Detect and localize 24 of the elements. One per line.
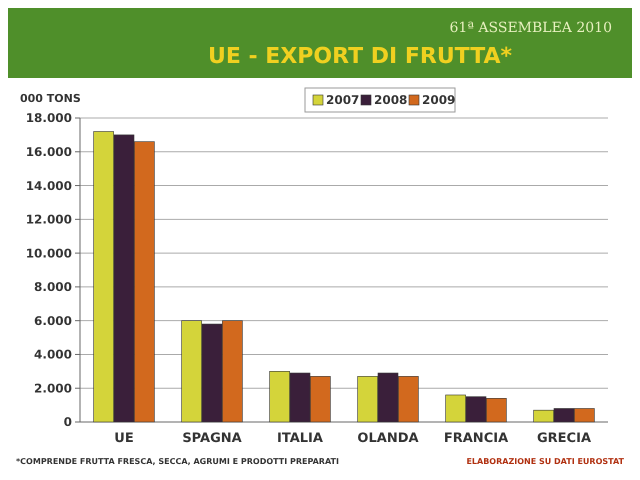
y-axis-title: 000 TONS: [20, 92, 81, 105]
y-tick-label: 0: [64, 415, 72, 430]
y-tick-label: 2.000: [34, 381, 72, 396]
y-tick-label: 8.000: [34, 280, 72, 294]
y-tick-label: 10.000: [26, 246, 72, 260]
x-tick-label: OLANDA: [357, 431, 419, 446]
chart-title: UE - EXPORT DI FRUTTA*: [208, 44, 513, 69]
chart-subtitle: 61ª ASSEMBLEA 2010: [449, 20, 612, 36]
x-tick-label: FRANCIA: [444, 431, 508, 446]
y-tick-label: 12.000: [26, 212, 72, 227]
x-tick-label: ITALIA: [277, 431, 323, 446]
legend-label: 2009: [422, 93, 456, 108]
y-tick-label: 4.000: [34, 348, 72, 362]
x-tick-label: UE: [114, 431, 134, 446]
y-tick-label: 16.000: [26, 144, 72, 159]
text: *COMPRENDE FRUTTA FRESCA, SECCA, AGRUMI E PRODOTTI PREPARATI: [16, 457, 339, 466]
x-tick-label: GRECIA: [537, 431, 591, 446]
legend-label: 2008: [374, 93, 408, 108]
y-tick-label: 6.000: [34, 314, 72, 328]
y-tick-label: 18.000: [26, 111, 72, 126]
legend-label: 2007: [326, 93, 360, 108]
y-tick-label: 14.000: [26, 178, 72, 193]
x-tick-label: SPAGNA: [182, 431, 242, 446]
text: ELABORAZIONE SU DATI EUROSTAT: [466, 457, 625, 466]
